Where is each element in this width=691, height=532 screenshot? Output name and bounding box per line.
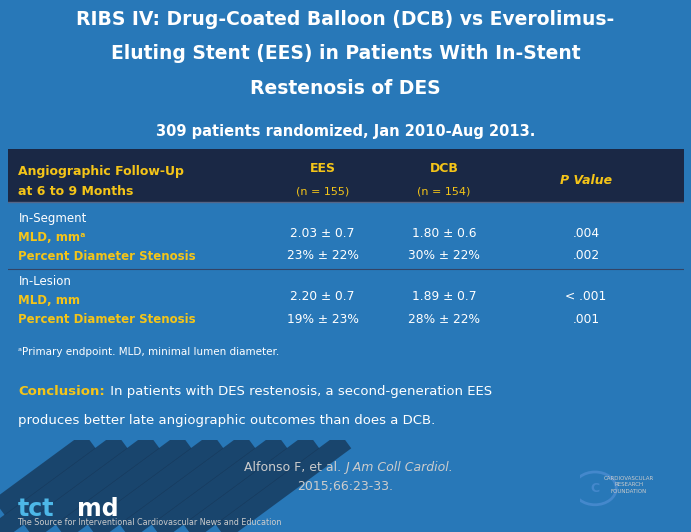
Text: MLD, mmᵃ: MLD, mmᵃ <box>19 231 86 244</box>
Text: Percent Diameter Stenosis: Percent Diameter Stenosis <box>19 313 196 326</box>
Text: 2015;66:23-33.: 2015;66:23-33. <box>298 480 393 493</box>
Text: 2.20 ± 0.7: 2.20 ± 0.7 <box>290 290 354 303</box>
Text: DCB: DCB <box>430 162 459 176</box>
Text: The Source for Interventional Cardiovascular News and Education: The Source for Interventional Cardiovasc… <box>17 518 282 527</box>
Text: .001: .001 <box>573 313 600 326</box>
Text: MLD, mm: MLD, mm <box>19 294 80 306</box>
Text: (n = 155): (n = 155) <box>296 186 349 196</box>
Text: 19% ± 23%: 19% ± 23% <box>287 313 359 326</box>
Text: EES: EES <box>310 162 336 176</box>
Text: Percent Diameter Stenosis: Percent Diameter Stenosis <box>19 250 196 262</box>
Text: Angiographic Follow-Up: Angiographic Follow-Up <box>19 164 184 178</box>
Text: ᵃPrimary endpoint. MLD, minimal lumen diameter.: ᵃPrimary endpoint. MLD, minimal lumen di… <box>19 347 280 357</box>
Text: md: md <box>77 497 119 521</box>
Text: (n = 154): (n = 154) <box>417 186 471 196</box>
Text: < .001: < .001 <box>565 290 607 303</box>
Text: In-Segment: In-Segment <box>19 212 87 225</box>
Text: In-Lesion: In-Lesion <box>19 276 71 288</box>
Text: CARDIOVASCULAR
RESEARCH
FOUNDATION: CARDIOVASCULAR RESEARCH FOUNDATION <box>604 476 654 494</box>
Text: Eluting Stent (EES) in Patients With In-Stent: Eluting Stent (EES) in Patients With In-… <box>111 44 580 63</box>
Text: P Value: P Value <box>560 174 612 187</box>
Text: J Am Coll Cardiol.: J Am Coll Cardiol. <box>346 461 453 475</box>
Text: Restenosis of DES: Restenosis of DES <box>250 79 441 98</box>
Text: 1.80 ± 0.6: 1.80 ± 0.6 <box>412 227 476 240</box>
Text: produces better late angiographic outcomes than does a DCB.: produces better late angiographic outcom… <box>19 414 436 427</box>
Text: In patients with DES restenosis, a second-generation EES: In patients with DES restenosis, a secon… <box>106 385 493 398</box>
Text: .004: .004 <box>573 227 600 240</box>
Text: Conclusion:: Conclusion: <box>19 385 105 398</box>
Text: at 6 to 9 Months: at 6 to 9 Months <box>19 185 134 198</box>
Text: .002: .002 <box>573 249 600 262</box>
Text: tct: tct <box>17 497 54 521</box>
Text: 309 patients randomized, Jan 2010-Aug 2013.: 309 patients randomized, Jan 2010-Aug 20… <box>155 124 536 139</box>
Bar <box>8 149 684 202</box>
Text: 28% ± 22%: 28% ± 22% <box>408 313 480 326</box>
Text: RIBS IV: Drug-Coated Balloon (DCB) vs Everolimus-: RIBS IV: Drug-Coated Balloon (DCB) vs Ev… <box>77 10 614 29</box>
Text: Alfonso F, et al.: Alfonso F, et al. <box>245 461 346 475</box>
Text: C: C <box>590 482 600 495</box>
Text: 30% ± 22%: 30% ± 22% <box>408 249 480 262</box>
Text: 23% ± 22%: 23% ± 22% <box>287 249 359 262</box>
Text: 1.89 ± 0.7: 1.89 ± 0.7 <box>412 290 476 303</box>
Text: 2.03 ± 0.7: 2.03 ± 0.7 <box>290 227 354 240</box>
